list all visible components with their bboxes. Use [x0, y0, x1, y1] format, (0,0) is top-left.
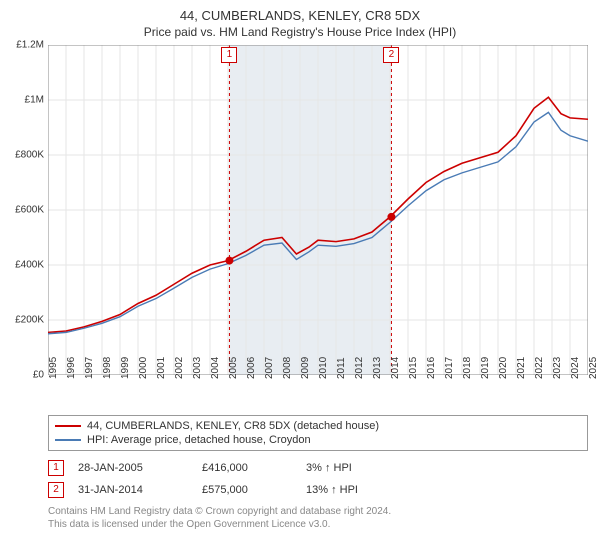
legend-item: 44, CUMBERLANDS, KENLEY, CR8 5DX (detach…: [55, 419, 581, 433]
y-axis-label: £600K: [4, 205, 44, 216]
sale-marker: 1: [48, 460, 64, 476]
chart-container: 44, CUMBERLANDS, KENLEY, CR8 5DX Price p…: [0, 0, 600, 560]
y-axis-label: £1.2M: [4, 40, 44, 51]
table-row: 2 31-JAN-2014 £575,000 13% ↑ HPI: [48, 479, 588, 501]
legend-label: 44, CUMBERLANDS, KENLEY, CR8 5DX (detach…: [87, 420, 379, 432]
legend-swatch: [55, 439, 81, 441]
sale-marker-box: 1: [221, 47, 237, 63]
sale-price: £575,000: [202, 484, 292, 496]
table-row: 1 28-JAN-2005 £416,000 3% ↑ HPI: [48, 457, 588, 479]
sales-table: 1 28-JAN-2005 £416,000 3% ↑ HPI 2 31-JAN…: [48, 457, 588, 501]
sale-price: £416,000: [202, 462, 292, 474]
x-axis-label: 2025: [588, 357, 600, 379]
sale-date: 28-JAN-2005: [78, 462, 188, 474]
legend-item: HPI: Average price, detached house, Croy…: [55, 433, 581, 447]
chart-area: £0£200K£400K£600K£800K£1M£1.2M1995199619…: [48, 45, 588, 375]
sale-pct: 13% ↑ HPI: [306, 484, 426, 496]
y-axis-label: £200K: [4, 315, 44, 326]
sale-marker: 2: [48, 482, 64, 498]
footnote-line: This data is licensed under the Open Gov…: [48, 518, 588, 531]
legend-label: HPI: Average price, detached house, Croy…: [87, 434, 311, 446]
line-chart: [48, 45, 588, 375]
footnote-line: Contains HM Land Registry data © Crown c…: [48, 505, 588, 518]
y-axis-label: £1M: [4, 95, 44, 106]
y-axis-label: £800K: [4, 150, 44, 161]
legend: 44, CUMBERLANDS, KENLEY, CR8 5DX (detach…: [48, 415, 588, 451]
y-axis-label: £0: [4, 370, 44, 381]
chart-title: 44, CUMBERLANDS, KENLEY, CR8 5DX: [0, 0, 600, 23]
sale-marker-box: 2: [383, 47, 399, 63]
y-axis-label: £400K: [4, 260, 44, 271]
footnote: Contains HM Land Registry data © Crown c…: [48, 505, 588, 531]
sale-date: 31-JAN-2014: [78, 484, 188, 496]
sale-pct: 3% ↑ HPI: [306, 462, 426, 474]
legend-swatch: [55, 425, 81, 427]
chart-subtitle: Price paid vs. HM Land Registry's House …: [0, 23, 600, 45]
